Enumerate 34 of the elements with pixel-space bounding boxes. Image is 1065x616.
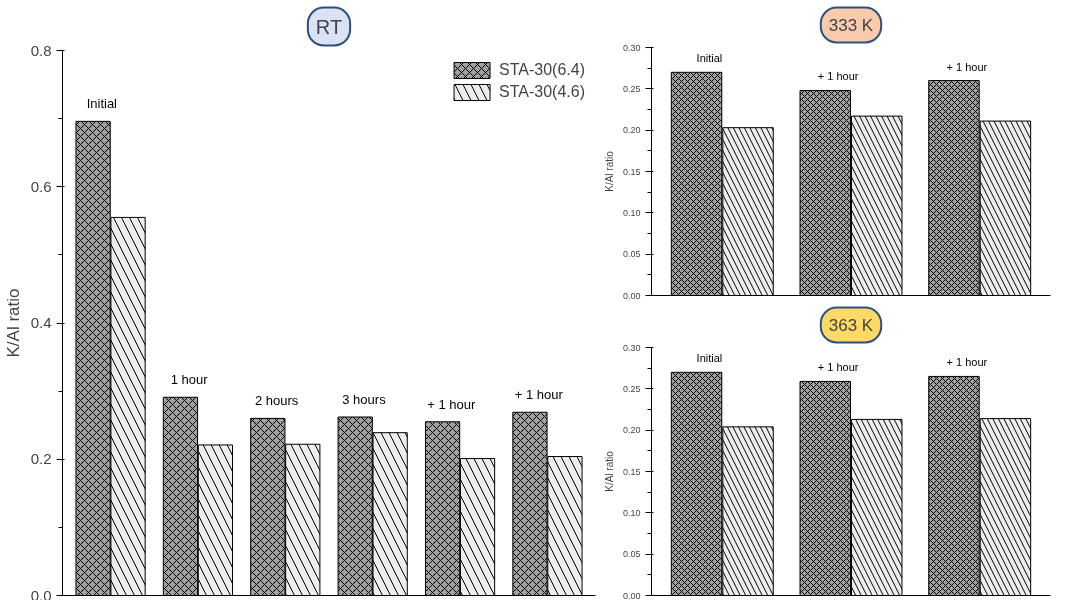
y-axis-title: K/Al ratio [3,288,23,358]
category-label: + 1 hour [514,387,563,403]
category-label: 2 hours [254,393,299,409]
category-label: 1 hour [170,372,208,388]
y-tick-label: 0.4 [30,314,52,331]
y-axis-title: K/Al ratio [603,150,615,192]
y-tick-label: 0.25 [622,383,641,394]
category-label: + 1 hour [427,396,476,412]
chart-title: RT [315,15,343,38]
legend-label: STA-30(6.4) [499,61,585,79]
y-tick-label: 0.2 [30,450,52,468]
y-tick-label: 0.30 [622,42,641,53]
y-tick-label: 0.00 [622,590,641,601]
chart-title: 333 K [828,15,874,35]
y-tick-label: 0.05 [622,249,641,260]
x-tick-label: + 1 hour [946,356,988,369]
chart-title: 363 K [828,315,874,335]
legend-label: STA-30(4.6) [499,83,585,101]
y-tick-label: 0.00 [622,290,641,301]
y-tick-label: 0.25 [622,83,641,94]
y-tick-label: 0.15 [622,466,641,477]
y-tick-label: 0.6 [30,177,52,195]
y-tick-label: 0.0 [30,586,52,604]
y-tick-label: 0.05 [622,549,641,560]
y-tick-label: 0.10 [622,507,641,518]
y-axis-title: K/Al ratio [603,450,615,492]
category-label: 3 hours [342,392,386,408]
y-tick-label: 0.10 [622,207,641,218]
y-tick-label: 0.30 [622,342,641,353]
y-tick-label: 0.8 [30,41,52,59]
y-tick-label: 0.15 [622,166,641,177]
y-tick-label: 0.20 [622,425,641,436]
y-tick-label: 0.20 [622,125,641,136]
category-label: Initial [86,96,117,112]
